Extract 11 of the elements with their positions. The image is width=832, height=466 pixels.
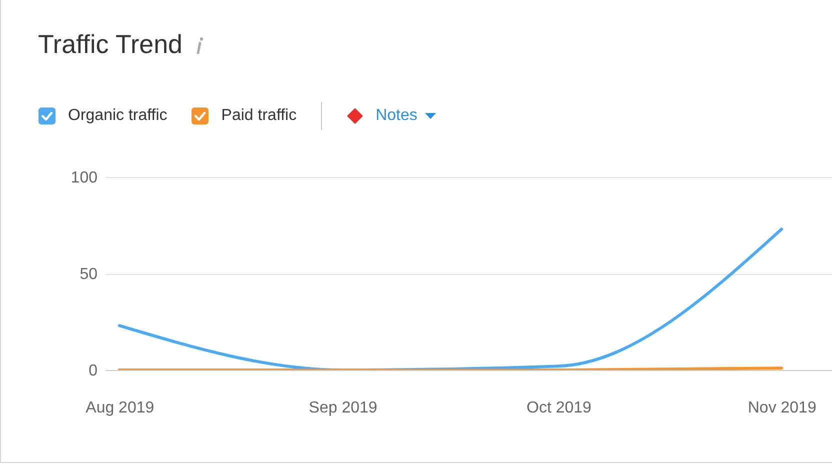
x-tick-label: Oct 2019 [526, 400, 592, 416]
text: Notes [376, 107, 418, 125]
y-tick-label: 100 [70, 170, 98, 186]
x-tick-label: Sep 2019 [308, 400, 378, 416]
x-tick-label: Nov 2019 [748, 400, 816, 416]
legend-label: Paid traffic [221, 107, 297, 125]
y-tick-label: 50 [80, 266, 98, 283]
x-tick-label: Aug 2019 [86, 400, 154, 416]
y-tick-label: 0 [88, 362, 98, 380]
legend-label: Organic traffic [68, 107, 168, 125]
chart-title: Traffic Trend [38, 29, 182, 60]
